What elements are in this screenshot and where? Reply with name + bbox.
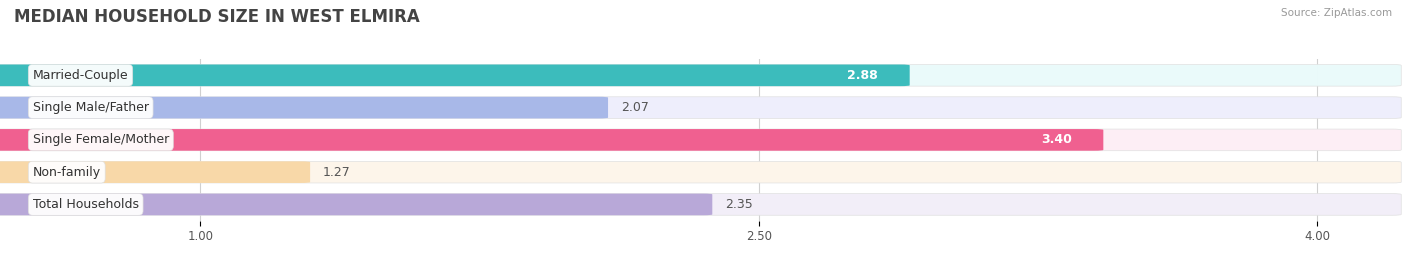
FancyBboxPatch shape [0, 65, 910, 86]
FancyBboxPatch shape [0, 129, 1104, 151]
Text: 2.07: 2.07 [621, 101, 650, 114]
Text: Single Female/Mother: Single Female/Mother [32, 133, 169, 146]
Text: 2.88: 2.88 [848, 69, 877, 82]
Text: 1.27: 1.27 [323, 166, 352, 179]
FancyBboxPatch shape [0, 129, 1402, 151]
Text: Single Male/Father: Single Male/Father [32, 101, 149, 114]
Text: Total Households: Total Households [32, 198, 139, 211]
FancyBboxPatch shape [0, 161, 1402, 183]
Text: MEDIAN HOUSEHOLD SIZE IN WEST ELMIRA: MEDIAN HOUSEHOLD SIZE IN WEST ELMIRA [14, 8, 420, 26]
FancyBboxPatch shape [0, 97, 1402, 118]
Text: 3.40: 3.40 [1040, 133, 1071, 146]
FancyBboxPatch shape [0, 194, 713, 215]
Text: Source: ZipAtlas.com: Source: ZipAtlas.com [1281, 8, 1392, 18]
Text: 2.35: 2.35 [725, 198, 754, 211]
FancyBboxPatch shape [0, 194, 1402, 215]
FancyBboxPatch shape [0, 65, 1402, 86]
FancyBboxPatch shape [0, 97, 607, 118]
Text: Married-Couple: Married-Couple [32, 69, 128, 82]
Text: Non-family: Non-family [32, 166, 101, 179]
FancyBboxPatch shape [0, 161, 311, 183]
